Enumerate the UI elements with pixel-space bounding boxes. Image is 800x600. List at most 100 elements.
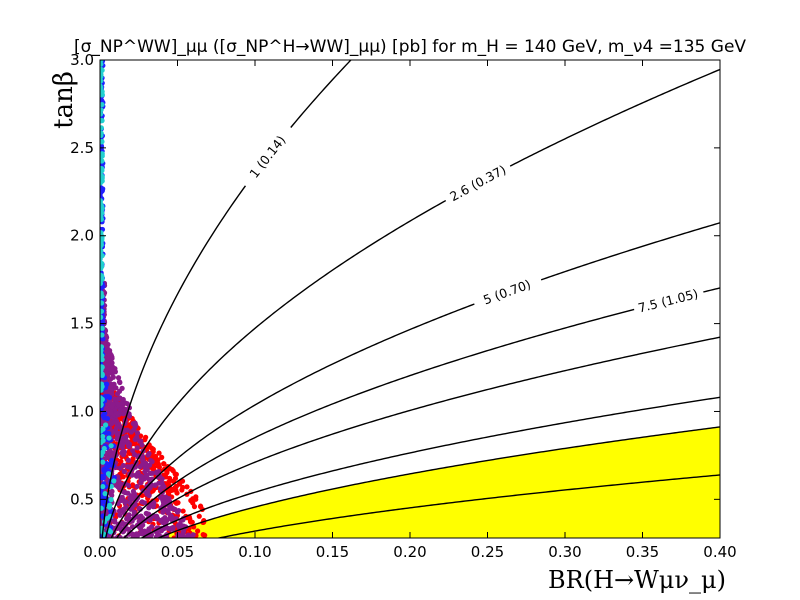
purple-point xyxy=(185,532,191,538)
purple-point xyxy=(108,376,114,382)
purple-point xyxy=(109,488,115,494)
purple-point xyxy=(117,512,123,518)
cyan-point xyxy=(100,308,105,314)
purple-point xyxy=(142,469,148,475)
cyan-point xyxy=(100,153,105,159)
purple-point xyxy=(126,512,132,518)
contour-line xyxy=(101,60,352,538)
purple-point xyxy=(105,357,112,364)
contour-line xyxy=(140,396,720,538)
red-point xyxy=(171,535,177,538)
cyan-point xyxy=(102,491,108,497)
purple-point xyxy=(116,396,122,402)
purple-point xyxy=(131,509,137,515)
red-point xyxy=(180,508,186,514)
purple-point xyxy=(146,526,152,532)
red-point xyxy=(150,449,156,455)
scatter-points xyxy=(100,60,208,538)
purple-point xyxy=(152,482,158,488)
cyan-point xyxy=(100,356,105,363)
cyan-point xyxy=(108,483,115,490)
purple-point xyxy=(131,451,138,458)
purple-point xyxy=(138,513,144,519)
purple-point xyxy=(162,494,168,500)
purple-point xyxy=(112,369,118,375)
blue-point xyxy=(104,415,111,422)
purple-point xyxy=(151,502,157,508)
purple-point xyxy=(118,481,124,487)
red-point xyxy=(164,470,170,476)
cyan-point xyxy=(100,402,104,409)
purple-point xyxy=(127,500,133,506)
purple-point xyxy=(144,491,150,497)
cyan-point xyxy=(100,107,104,113)
cyan-point xyxy=(100,365,103,371)
cyan-point xyxy=(100,293,105,299)
purple-point xyxy=(177,521,183,527)
red-point xyxy=(197,504,204,510)
cyan-point xyxy=(100,459,106,465)
purple-point xyxy=(126,443,132,449)
cyan-point xyxy=(100,325,105,331)
purple-point xyxy=(117,407,124,413)
y-tick-label: 0.5 xyxy=(70,490,94,508)
contour-line xyxy=(123,336,720,538)
blue-point xyxy=(102,410,108,417)
purple-point xyxy=(110,401,116,407)
red-point xyxy=(187,516,193,522)
purple-point xyxy=(141,500,148,506)
cyan-point xyxy=(100,395,104,401)
y-axis-ticks: 0.5 1.0 1.5 2.0 2.5 3.0 xyxy=(70,51,720,508)
blue-point xyxy=(100,98,105,104)
purple-point xyxy=(162,507,168,513)
purple-point xyxy=(114,411,121,417)
cyan-point xyxy=(100,437,106,444)
red-point xyxy=(120,474,126,480)
x-axis-ticks: 0.00 0.05 0.10 0.15 0.20 0.25 0.30 0.35 0.40 xyxy=(83,60,737,561)
cyan-point xyxy=(104,515,110,522)
y-axis-label: tanβ xyxy=(49,71,79,129)
contour-lines xyxy=(101,60,720,538)
y-tick-label: 2.0 xyxy=(70,227,94,245)
purple-point xyxy=(113,385,119,391)
purple-point xyxy=(133,473,140,479)
purple-point xyxy=(149,470,155,476)
blue-point xyxy=(100,189,104,195)
purple-point xyxy=(100,421,103,427)
cyan-point xyxy=(100,61,104,67)
purple-point xyxy=(114,391,121,397)
purple-point xyxy=(134,483,140,490)
cyan-point xyxy=(100,111,104,117)
cyan-point xyxy=(100,101,105,108)
blue-point xyxy=(105,393,111,400)
purple-point xyxy=(121,468,127,475)
purple-point xyxy=(156,480,162,486)
purple-point xyxy=(157,494,164,500)
purple-point xyxy=(131,491,138,497)
red-point xyxy=(173,483,179,489)
highlight-region xyxy=(158,426,720,538)
red-point xyxy=(156,450,162,456)
purple-point xyxy=(123,499,129,505)
cyan-point xyxy=(100,125,104,131)
x-tick-label: 0.40 xyxy=(703,543,736,561)
purple-point xyxy=(157,517,164,524)
cyan-point xyxy=(100,130,104,136)
blue-point xyxy=(100,488,104,494)
cyan-point xyxy=(100,300,105,306)
purple-point xyxy=(155,474,161,480)
cyan-point xyxy=(108,443,114,449)
cyan-point xyxy=(108,497,114,503)
cyan-point xyxy=(100,387,104,393)
red-point xyxy=(169,466,175,473)
cyan-point xyxy=(100,433,106,440)
purple-point xyxy=(140,461,146,467)
cyan-point xyxy=(100,139,105,145)
purple-point xyxy=(176,508,182,514)
red-point xyxy=(167,488,174,494)
cyan-point xyxy=(100,203,105,209)
x-tick-label: 0.00 xyxy=(83,543,116,561)
purple-point xyxy=(115,375,122,381)
red-point xyxy=(118,415,124,422)
